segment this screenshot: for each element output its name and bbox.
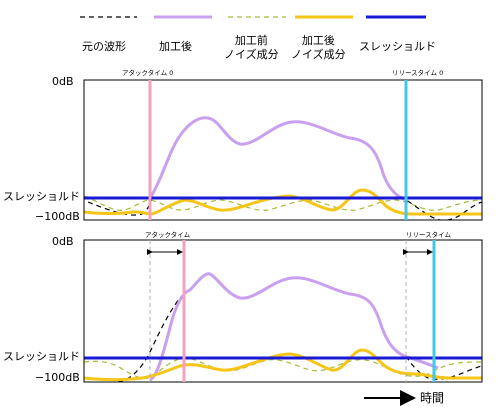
time-axis-label: 時間 (420, 391, 445, 405)
original-curve (117, 289, 482, 382)
panel-frame (83, 79, 483, 221)
panel2-attack-label: アタックタイム (145, 231, 191, 239)
panel1-bottom-label: −100dB (35, 210, 80, 223)
legend-label-original: 元の波形 (82, 40, 126, 53)
legend-label-noise-before: 加工前 ノイズ成分 (224, 34, 279, 61)
panel2-bottom-label: −100dB (35, 371, 80, 384)
panel-frame (83, 239, 483, 383)
processed-curve (148, 116, 407, 202)
processed-curve (149, 272, 439, 382)
panel1-attack-label: アタックタイム 0 (122, 69, 174, 77)
noise-after-curve (84, 348, 482, 381)
legend-label-threshold: スレッショルド (359, 40, 436, 53)
legend-label-processed: 加工後 (159, 40, 192, 53)
panel-2 (83, 239, 483, 383)
legend-label-noise-after: 加工後 ノイズ成分 (291, 34, 346, 61)
panel2-release-label: リリースタイム (406, 231, 452, 239)
panel2-top-label: 0dB (52, 235, 74, 248)
panel1-threshold-label: スレッショルド (3, 190, 80, 203)
panel1-top-label: 0dB (52, 75, 74, 88)
panel-1 (83, 79, 483, 221)
panel2-threshold-label: スレッショルド (3, 350, 80, 363)
panel1-release-label: リリースタイム 0 (392, 69, 444, 77)
noise-before-curve (84, 195, 482, 211)
noise-before-curve (84, 357, 482, 380)
noise-after-curve (84, 188, 482, 216)
